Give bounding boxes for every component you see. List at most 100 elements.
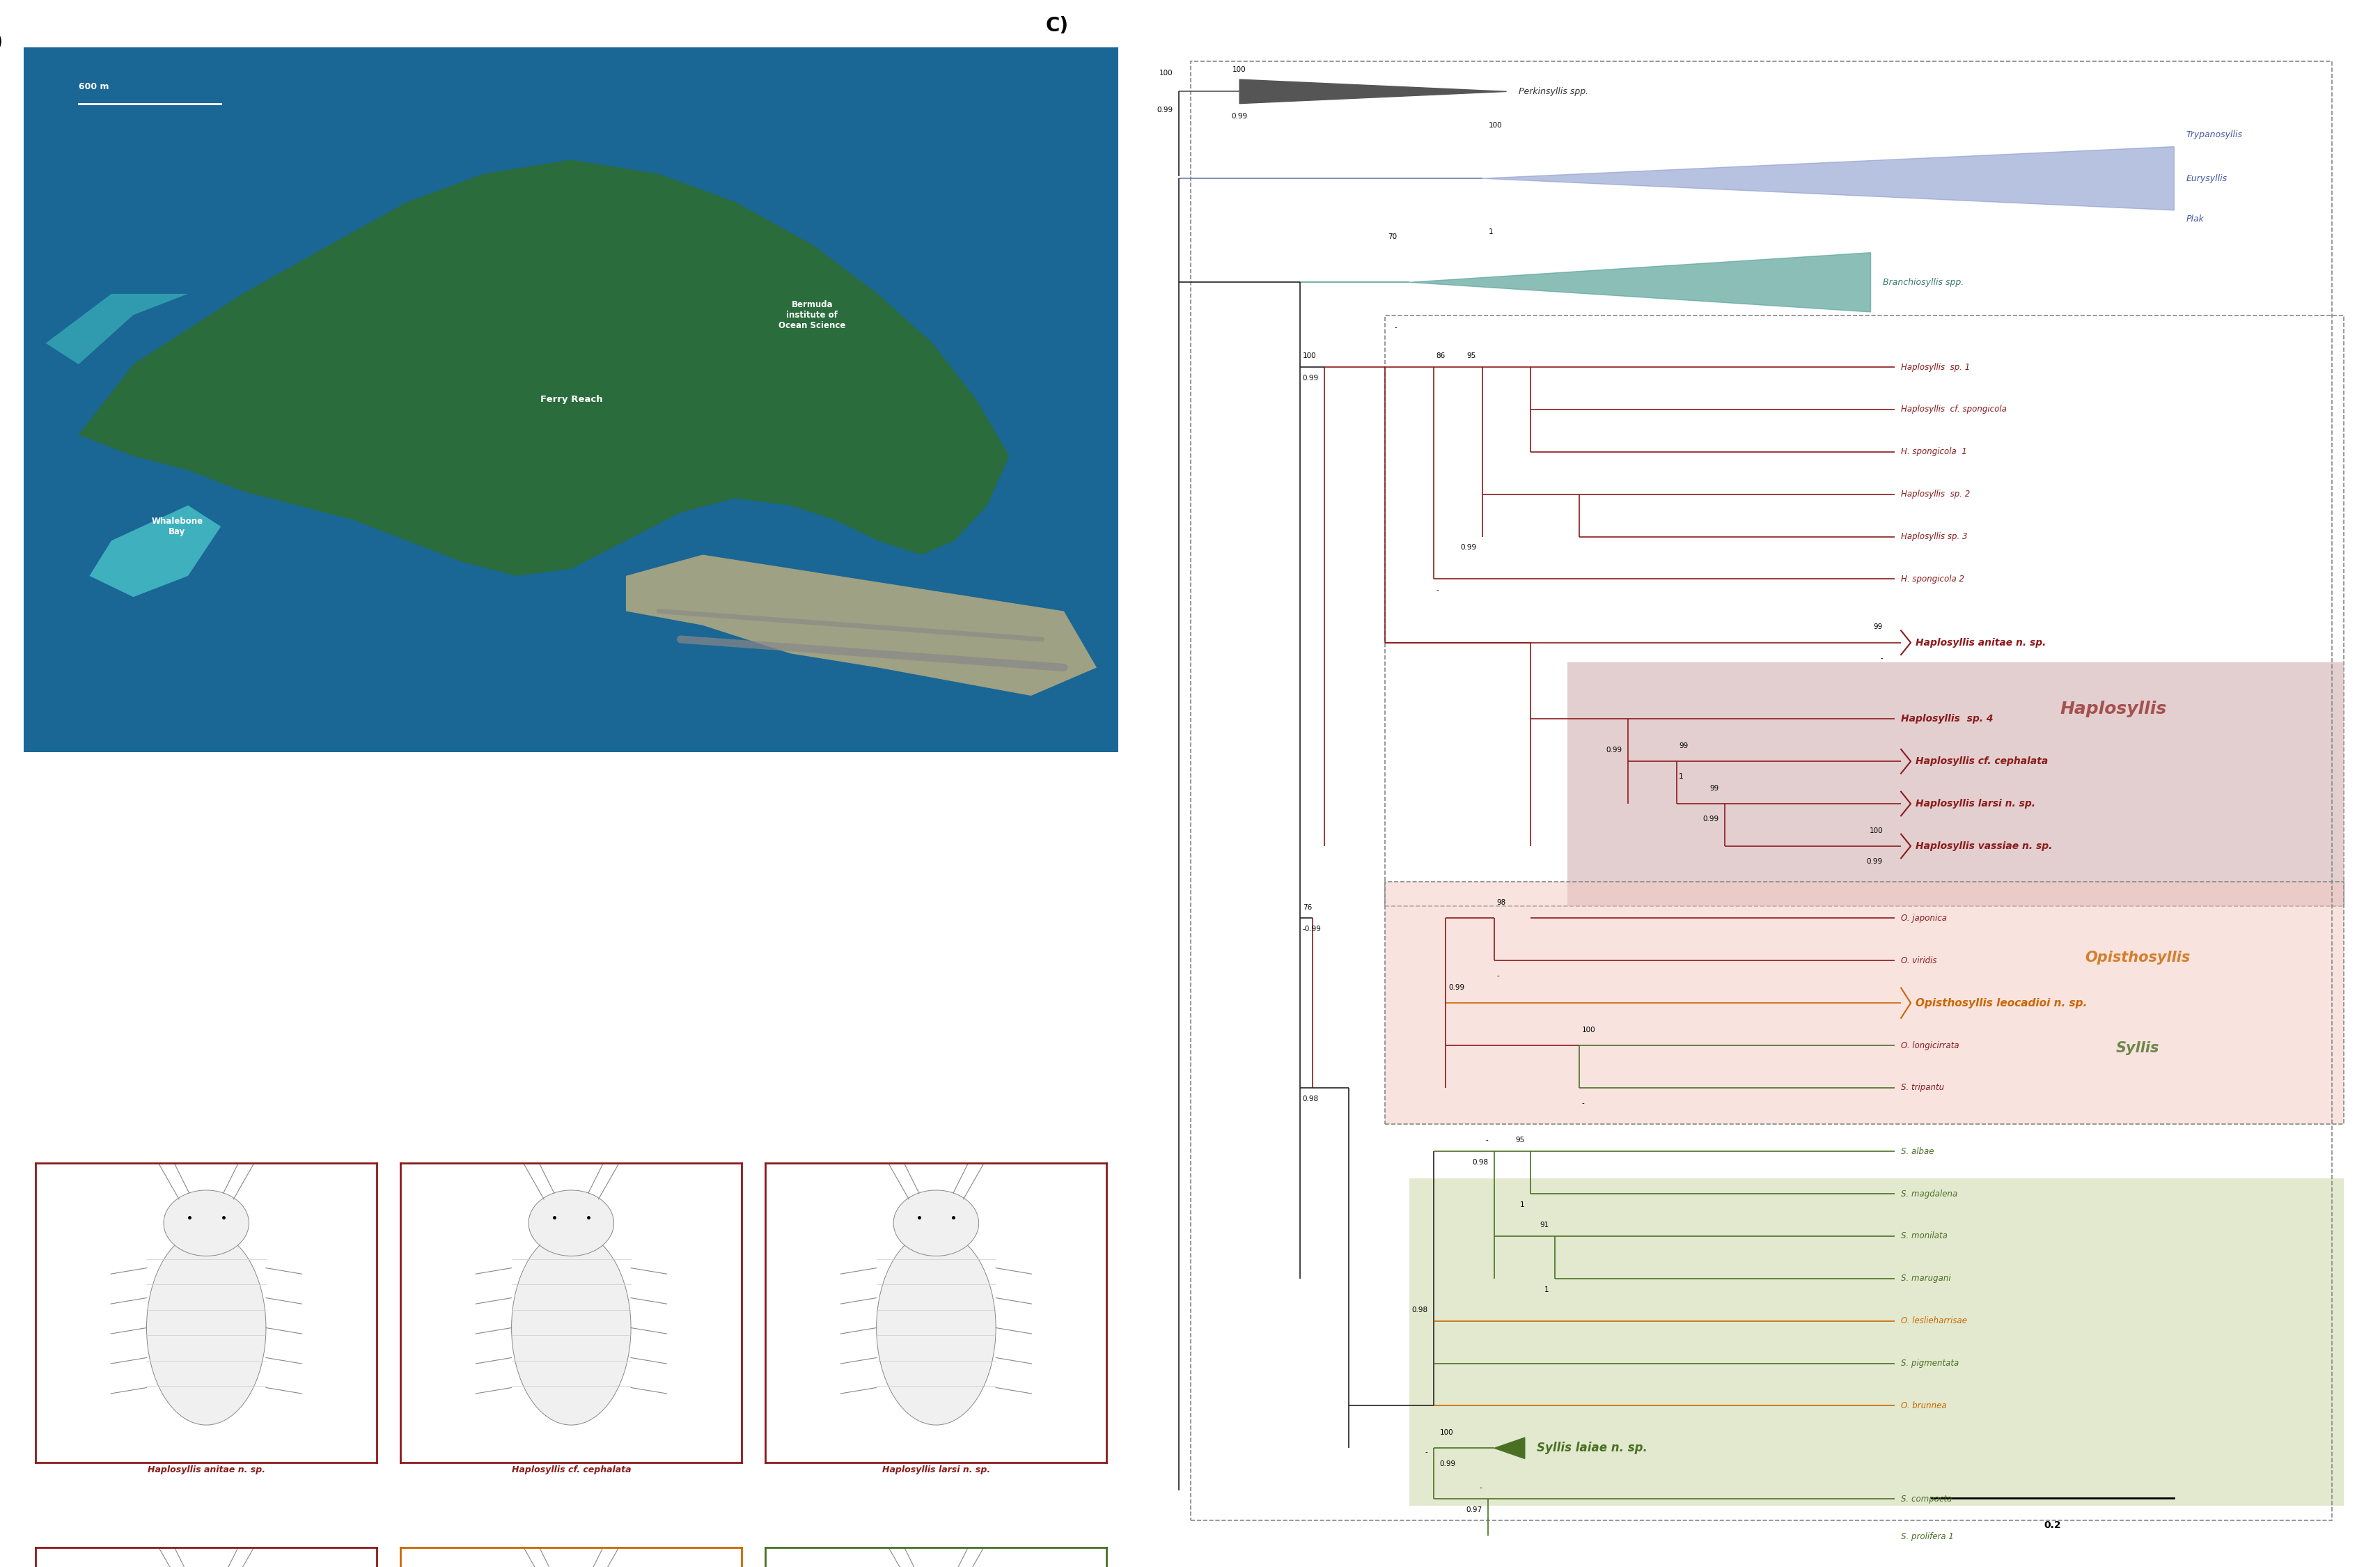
Text: 600 m: 600 m [79,83,109,91]
Text: -: - [1485,1138,1488,1144]
Text: Ferry Reach: Ferry Reach [540,395,602,404]
Text: S. magdalena: S. magdalena [1902,1189,1959,1199]
Polygon shape [1495,1437,1526,1459]
Text: 99: 99 [1873,624,1883,630]
Text: 100: 100 [1868,827,1883,834]
Text: 0.99: 0.99 [1459,544,1476,552]
Text: S. marugani: S. marugani [1902,1274,1952,1283]
Ellipse shape [528,1191,614,1257]
Text: -: - [1583,1100,1585,1106]
Ellipse shape [148,1230,267,1424]
Text: 95: 95 [1516,1138,1526,1144]
Text: 1: 1 [1545,1287,1549,1293]
Text: 0.99: 0.99 [1866,859,1883,865]
FancyBboxPatch shape [1385,882,2344,1124]
Text: O. japonica: O. japonica [1902,914,1947,923]
Polygon shape [1240,80,1507,103]
Text: 86: 86 [1435,353,1445,359]
Text: 100: 100 [1302,353,1316,359]
Text: O. longicirrata: O. longicirrata [1902,1040,1959,1050]
Text: -: - [1426,1449,1428,1456]
Text: 0.97: 0.97 [1466,1506,1483,1514]
Text: Haplosyllis  sp. 1: Haplosyllis sp. 1 [1902,362,1971,371]
Text: S. monilata: S. monilata [1902,1232,1947,1241]
Text: 91: 91 [1540,1222,1549,1229]
Text: 0.2: 0.2 [2044,1520,2061,1531]
Ellipse shape [512,1230,631,1424]
Text: C): C) [1045,16,1069,36]
Text: 70: 70 [1388,233,1397,241]
Text: Eurysyllis: Eurysyllis [2187,174,2228,183]
Text: 0.98: 0.98 [1302,1095,1319,1102]
Text: -: - [1395,324,1397,331]
Text: -: - [1497,973,1499,979]
Text: 1: 1 [1488,229,1492,235]
Text: Bermuda
institute of
Ocean Science: Bermuda institute of Ocean Science [778,299,845,331]
Polygon shape [45,295,188,364]
Text: Haplosyllis anitae n. sp.: Haplosyllis anitae n. sp. [148,1465,264,1475]
Text: Haplosyllis cf. cephalata: Haplosyllis cf. cephalata [512,1465,631,1475]
Text: 100: 100 [1488,122,1502,128]
Text: Plak: Plak [2187,215,2204,224]
Text: 0.99: 0.99 [1157,107,1173,113]
Text: Haplosyllis: Haplosyllis [2061,700,2166,718]
Text: Whalebone
Bay: Whalebone Bay [152,517,202,536]
Text: 100: 100 [1440,1429,1454,1435]
Text: 0.98: 0.98 [1473,1160,1488,1166]
Text: 0.99: 0.99 [1230,113,1247,119]
Polygon shape [1483,147,2175,210]
FancyBboxPatch shape [1566,663,2344,906]
Text: H. spongicola 2: H. spongicola 2 [1902,575,1963,583]
Text: 100: 100 [1583,1026,1595,1033]
Text: 100: 100 [1233,66,1247,74]
Text: Haplosyllis  sp. 2: Haplosyllis sp. 2 [1902,490,1971,498]
Text: 99: 99 [1709,785,1718,791]
Text: 76: 76 [1302,904,1311,910]
Text: H. spongicola  1: H. spongicola 1 [1902,447,1966,456]
Text: Opisthosyllis: Opisthosyllis [2085,951,2190,965]
Text: Haplosyllis anitae n. sp.: Haplosyllis anitae n. sp. [1916,638,2047,647]
Text: Haplosyllis  cf. spongicola: Haplosyllis cf. spongicola [1902,404,2006,414]
Text: Haplosyllis larsi n. sp.: Haplosyllis larsi n. sp. [1916,799,2035,809]
Text: S. compacta: S. compacta [1902,1495,1952,1503]
Text: S. albae: S. albae [1902,1147,1935,1156]
Text: 1: 1 [1678,774,1683,780]
Polygon shape [79,160,1009,575]
FancyBboxPatch shape [1409,1178,2344,1506]
Text: 1: 1 [1521,1202,1526,1208]
Text: Haplosyllis  sp. 4: Haplosyllis sp. 4 [1902,715,1994,724]
Text: 100: 100 [1159,69,1173,77]
Text: O. brunnea: O. brunnea [1902,1401,1947,1410]
Text: A): A) [0,33,5,52]
Text: Syllis laiae n. sp.: Syllis laiae n. sp. [1537,1442,1647,1454]
Text: Haplosyllis larsi n. sp.: Haplosyllis larsi n. sp. [883,1465,990,1475]
Text: Haplosyllis cf. cephalata: Haplosyllis cf. cephalata [1916,757,2049,766]
Text: Opisthosyllis leocadioi n. sp.: Opisthosyllis leocadioi n. sp. [1916,998,2087,1008]
Ellipse shape [892,1191,978,1257]
Text: S. prolifera 1: S. prolifera 1 [1902,1533,1954,1540]
Polygon shape [90,505,221,597]
Polygon shape [626,555,1097,696]
Ellipse shape [164,1191,250,1257]
Text: Haplosyllis sp. 3: Haplosyllis sp. 3 [1902,533,1968,541]
Text: -0.99: -0.99 [1302,926,1321,932]
Text: 0.99: 0.99 [1302,375,1319,381]
Text: Haplosyllis vassiae n. sp.: Haplosyllis vassiae n. sp. [1916,841,2052,851]
Text: 98: 98 [1497,899,1507,906]
Text: -: - [1480,1484,1483,1492]
Ellipse shape [876,1230,995,1424]
Text: O. leslieharrisae: O. leslieharrisae [1902,1316,1968,1326]
Text: 0.99: 0.99 [1702,816,1718,823]
Text: S. tripantu: S. tripantu [1902,1083,1944,1092]
Text: Trypanosyllis: Trypanosyllis [2187,130,2242,139]
Text: 0.99: 0.99 [1440,1460,1457,1467]
Text: S. pigmentata: S. pigmentata [1902,1359,1959,1368]
Text: -: - [1435,586,1440,594]
Text: 99: 99 [1678,743,1687,749]
Text: Branchiosyllis spp.: Branchiosyllis spp. [1883,277,1963,287]
Polygon shape [1409,252,1871,312]
Text: 0.99: 0.99 [1606,747,1621,754]
Text: 0.98: 0.98 [1411,1307,1428,1313]
Text: 95: 95 [1466,353,1476,359]
Text: 0.99: 0.99 [1449,984,1464,990]
